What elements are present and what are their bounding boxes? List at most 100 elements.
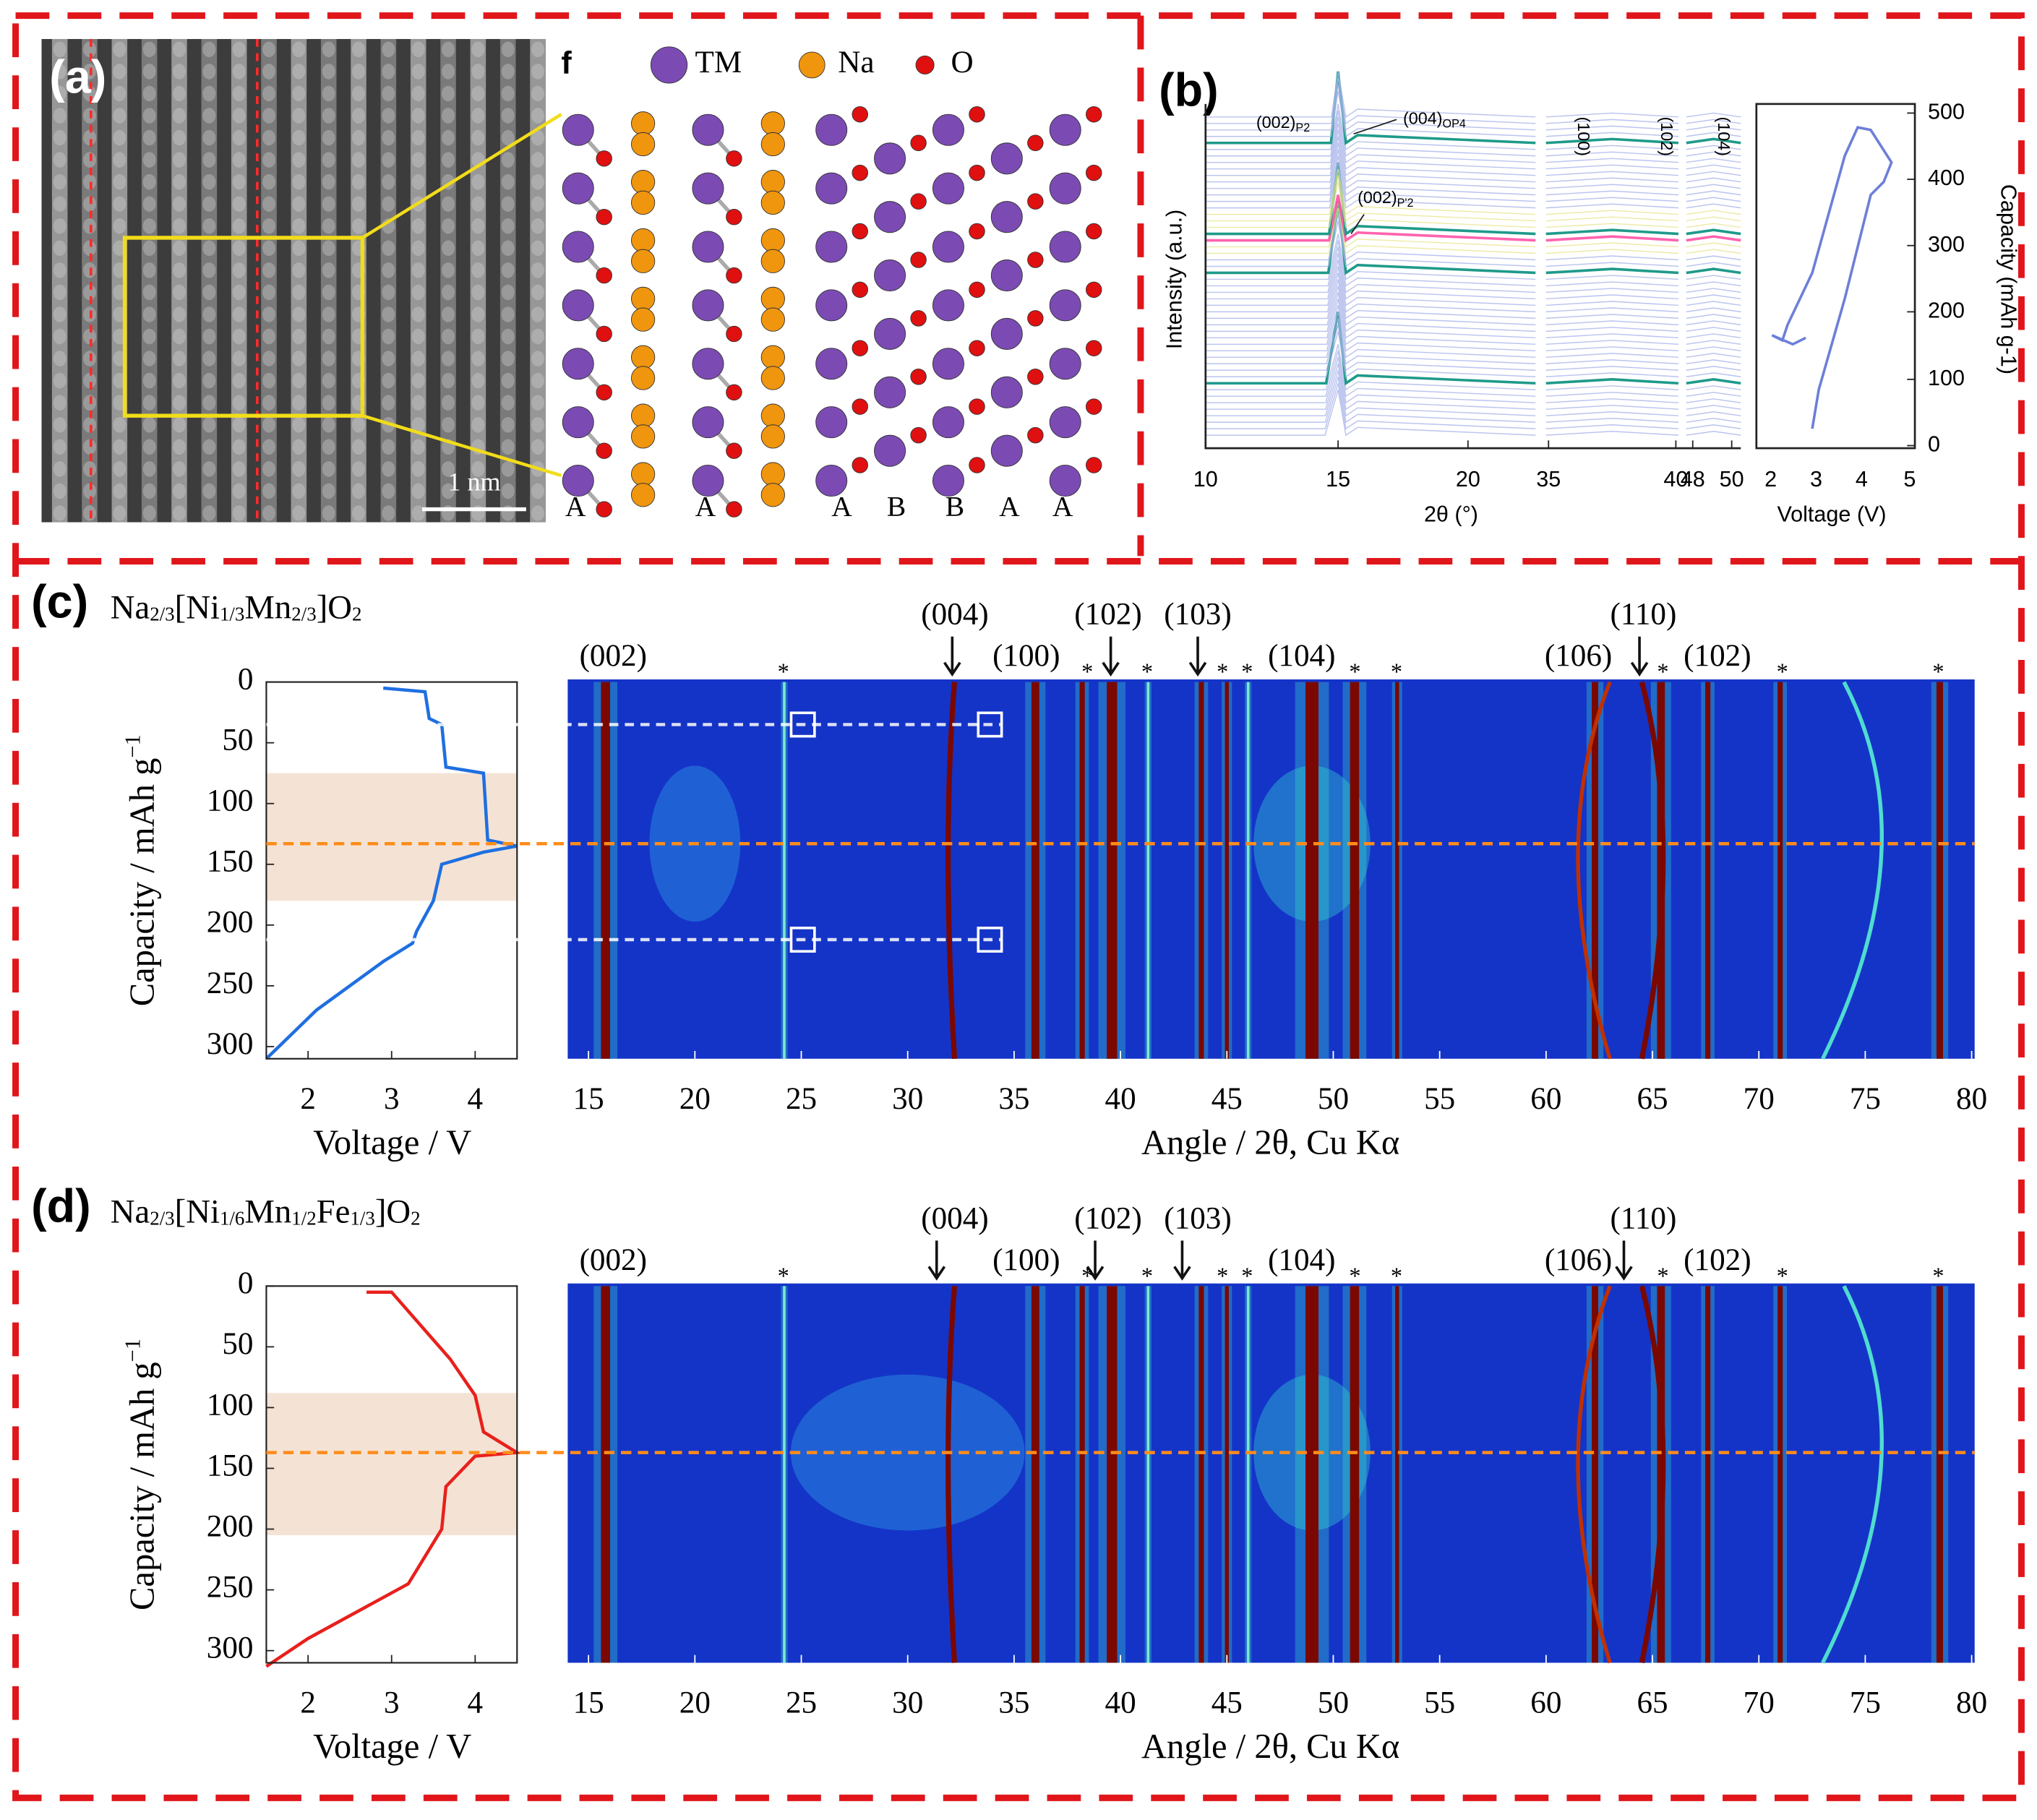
xrd-trace: [1686, 424, 1741, 429]
atom: [932, 406, 964, 439]
atom-column: [352, 439, 366, 455]
atom: [815, 465, 848, 497]
peak-stripe: [1107, 682, 1118, 1059]
atom-column: [501, 395, 515, 411]
xrd-trace: [1545, 346, 1679, 352]
atom: [760, 170, 785, 194]
atom: [910, 426, 927, 444]
atom: [692, 289, 724, 322]
atom-column: [442, 196, 455, 213]
atom-column: [113, 439, 126, 455]
atom-column: [501, 306, 515, 322]
asterisk: *: [1081, 1263, 1093, 1289]
xrd-trace: [1205, 233, 1536, 280]
xrd-trace: [1686, 158, 1741, 163]
xrd-trace: [1545, 249, 1679, 254]
asterisk: *: [1777, 658, 1788, 684]
xrd-trace: [1545, 340, 1679, 345]
y2-tick-label: 400: [1928, 166, 1965, 190]
atom-column: [53, 505, 67, 521]
atom-column: [471, 262, 485, 278]
atom-column: [382, 372, 395, 389]
atom-column: [322, 85, 335, 102]
atom-column: [411, 461, 425, 477]
x-axis-label: Voltage / V: [313, 1727, 471, 1766]
asterisk: *: [1657, 658, 1668, 684]
xrd-trace: [1545, 255, 1679, 261]
x-tick-label: 2: [300, 1686, 316, 1720]
peak-stripe: [1704, 1286, 1711, 1663]
atom-column: [202, 351, 216, 366]
atom-column: [501, 129, 515, 146]
atom-column: [292, 306, 306, 322]
peak-stripe: [1305, 682, 1319, 1059]
atom-column: [322, 240, 335, 257]
atom-column: [382, 328, 395, 345]
atom-column: [531, 351, 545, 366]
atom-column: [262, 306, 276, 322]
xrd-trace: [1686, 228, 1741, 236]
atom-column: [292, 173, 306, 190]
atom-column: [531, 152, 545, 168]
atom-column: [202, 64, 216, 80]
atom: [990, 201, 1023, 233]
atom-column: [232, 328, 246, 345]
stacking-label: A: [1052, 491, 1073, 523]
atom: [990, 317, 1023, 350]
xrd-trace: [1686, 372, 1741, 377]
xrd-trace: [1205, 246, 1536, 293]
lattice-stripe: [530, 38, 546, 523]
atom-column: [322, 328, 335, 345]
asterisk: *: [1349, 1263, 1360, 1289]
atom-column: [142, 395, 156, 411]
peak-stripe: [1079, 1286, 1085, 1663]
atom: [969, 164, 985, 181]
peak-label: (100): [992, 639, 1060, 673]
atom-column: [382, 152, 395, 168]
atom: [969, 398, 985, 415]
atom-column: [471, 461, 485, 477]
xrd-trace: [1686, 235, 1741, 242]
atom-column: [292, 262, 306, 278]
atom-column: [292, 218, 306, 234]
atom: [815, 406, 848, 439]
heatmap: [567, 679, 1975, 1059]
formula-part: 1/3: [220, 604, 244, 625]
atom-column: [173, 328, 186, 345]
formula-part: Mn: [244, 588, 291, 626]
xrd-trace: [1545, 353, 1679, 359]
atom-column: [382, 395, 395, 411]
peak-stripe: [1395, 682, 1399, 1059]
atom-column: [142, 240, 156, 257]
atom-column: [531, 218, 545, 234]
atom: [798, 51, 825, 79]
atom: [915, 55, 935, 74]
atom-column: [411, 218, 425, 234]
peak-label: (103): [1164, 598, 1231, 632]
peak-stripe: [1704, 682, 1711, 1059]
atom-column: [292, 372, 306, 389]
atom-column: [352, 505, 366, 521]
xrd-trace: [1545, 359, 1679, 364]
atom: [630, 249, 656, 273]
atom-column: [202, 284, 216, 301]
x-tick-label: 4: [1856, 467, 1868, 492]
atom-column: [232, 129, 246, 146]
xrd-trace: [1205, 292, 1536, 339]
x-tick-label: 48: [1681, 467, 1705, 492]
atom: [760, 228, 785, 253]
xrd-trace: [1545, 158, 1679, 163]
atom-column: [442, 461, 455, 477]
xrd-trace: [1545, 398, 1679, 403]
atom-column: [262, 218, 276, 234]
xrd-trace: [1686, 210, 1741, 215]
atom-column: [83, 416, 96, 433]
x-tick-label: 20: [679, 1686, 711, 1720]
atom-column: [173, 351, 186, 366]
atom-column: [501, 328, 515, 345]
lattice-stripe: [261, 38, 277, 523]
atom-column: [322, 395, 335, 411]
atom-column: [232, 395, 246, 411]
atom: [562, 231, 594, 263]
atom-column: [53, 461, 67, 477]
